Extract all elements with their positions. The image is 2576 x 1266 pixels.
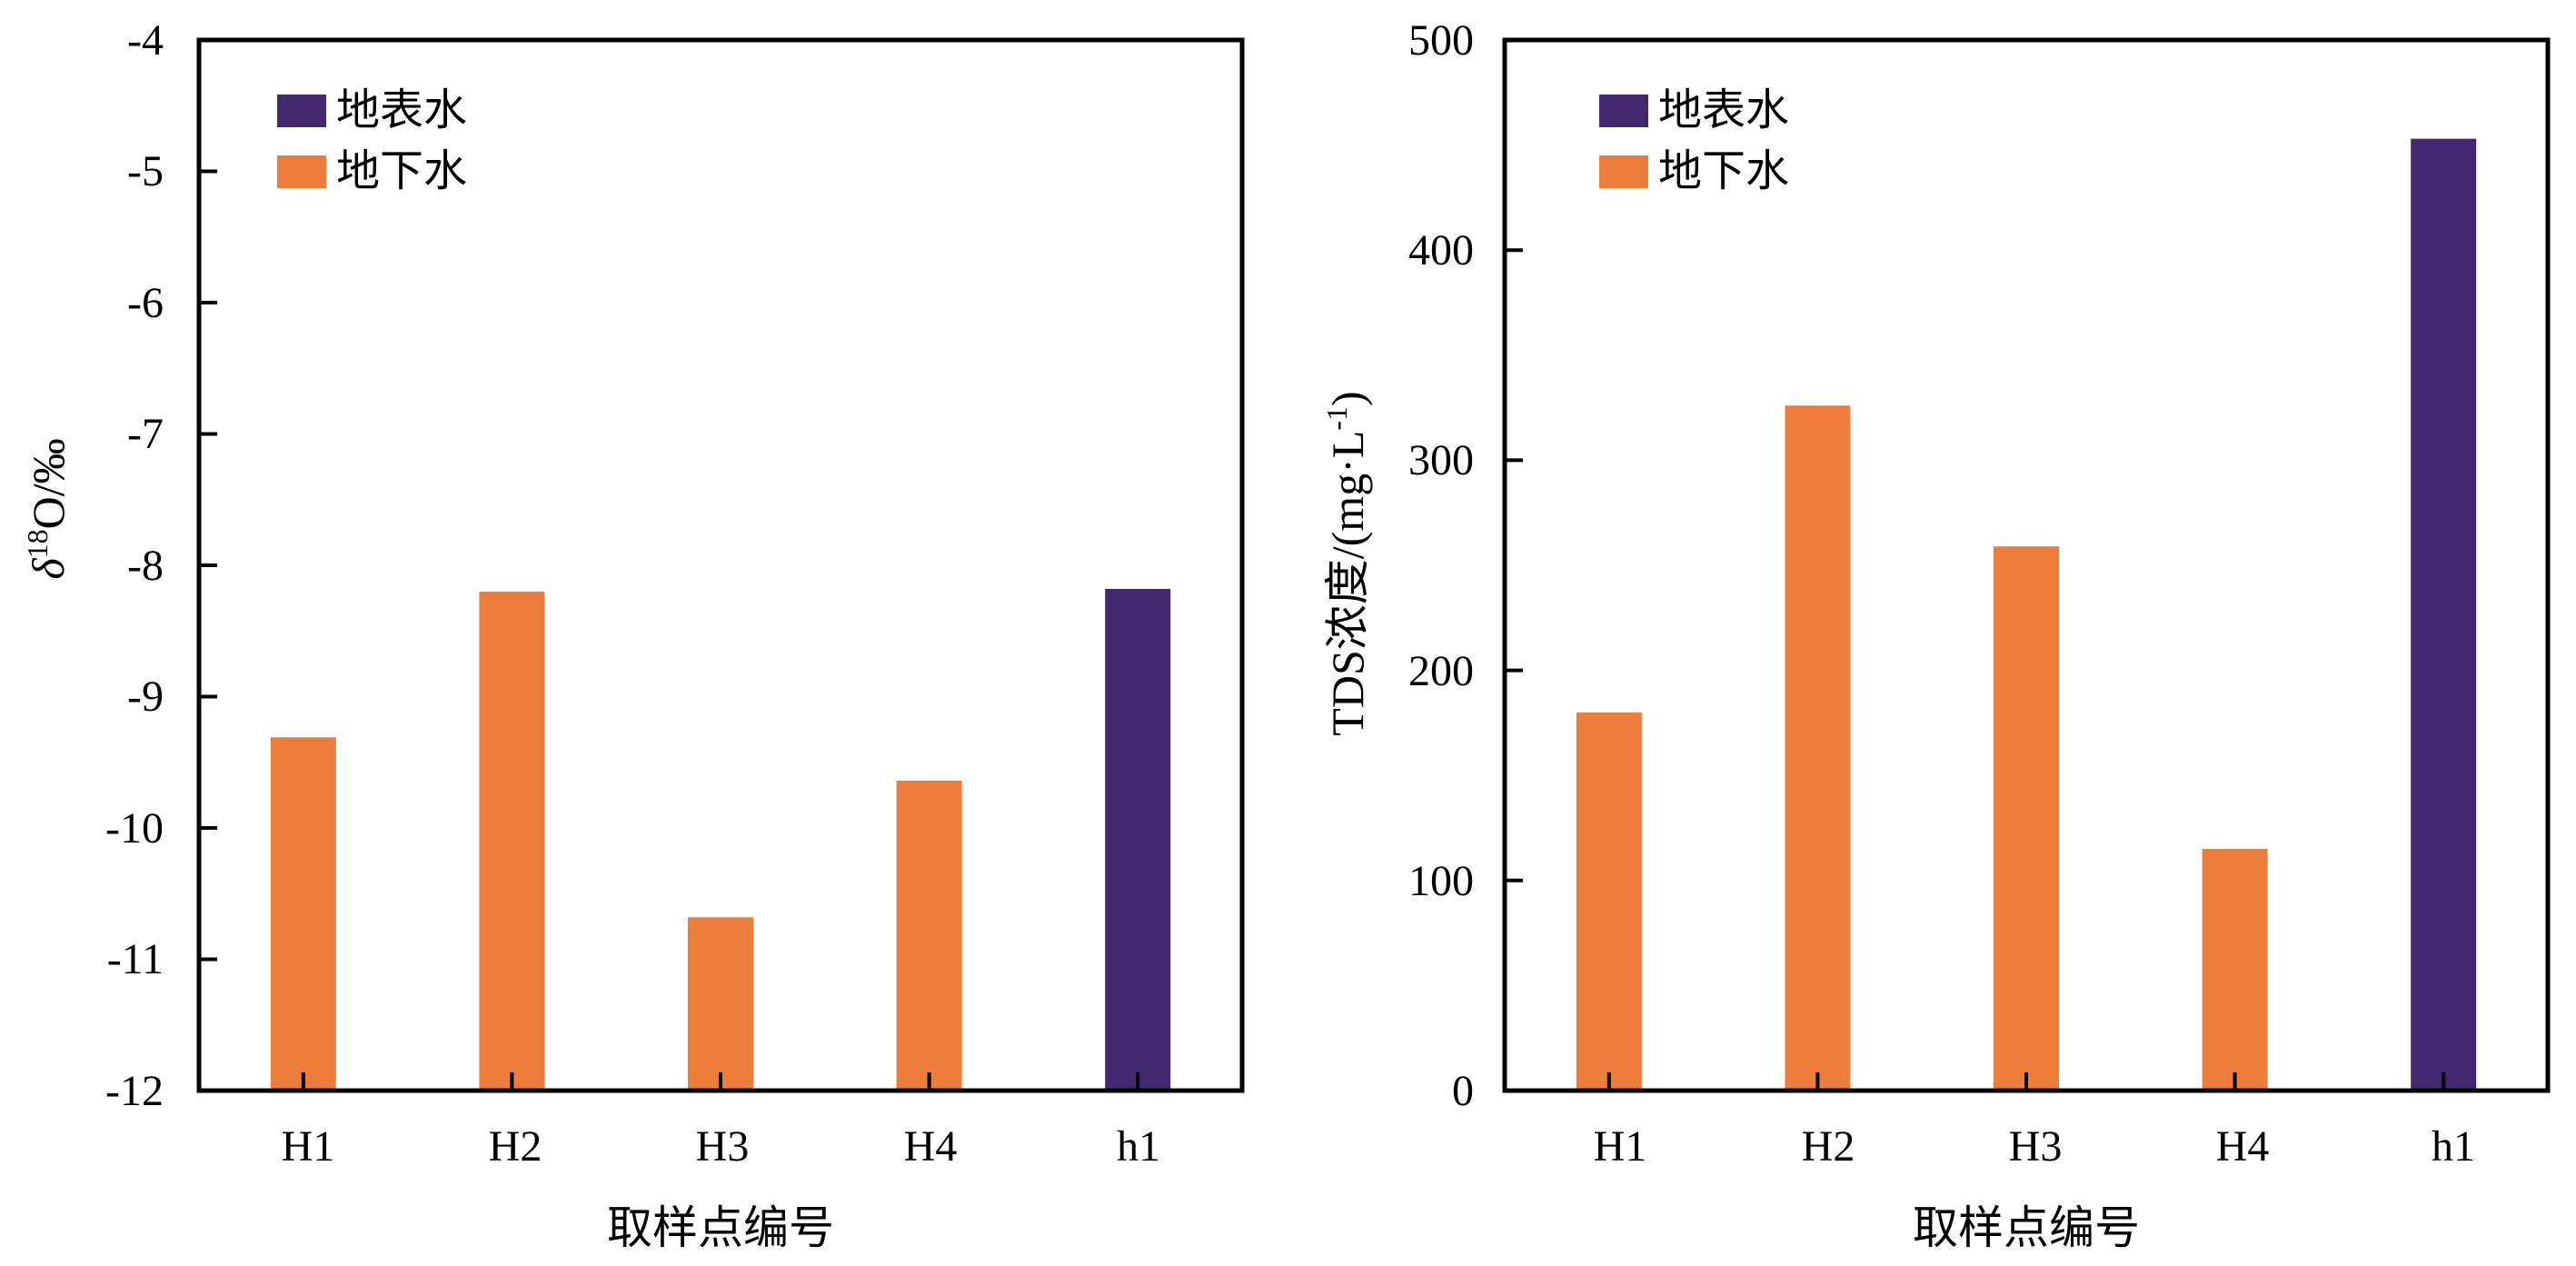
x-tick-label: H2 xyxy=(489,1122,542,1171)
x-tick-label: H3 xyxy=(696,1122,750,1171)
bars-tds xyxy=(1576,138,2477,1092)
legend-label-surface-water: 地表水 xyxy=(336,86,467,135)
y-tick-label: -8 xyxy=(127,542,164,590)
legend-tds: 地表水 地下水 xyxy=(1599,86,1789,195)
bar-H3-groundwater xyxy=(688,917,753,1091)
legend-swatch-surface-water xyxy=(1599,95,1648,127)
y-tick-label: -11 xyxy=(107,935,164,983)
x-tick-label: H4 xyxy=(904,1122,958,1171)
y-tick-label: -9 xyxy=(127,673,164,721)
bars-d18o xyxy=(270,589,1171,1091)
y-axis-title-rest: O/‰ xyxy=(23,438,74,529)
legend-swatch-groundwater xyxy=(1599,155,1648,188)
y-axis-title: TDS浓度/(mg·L-1) xyxy=(1320,391,1373,735)
x-axis-title: 取样点编号 xyxy=(607,1202,834,1253)
x-tick-label: h1 xyxy=(2432,1122,2475,1171)
legend-swatch-groundwater xyxy=(277,155,326,188)
y-tick-label: -5 xyxy=(127,147,164,195)
y-axis-title-superscript: -1 xyxy=(1320,406,1353,431)
x-axis-title: 取样点编号 xyxy=(1913,1202,2140,1253)
y-tick-label: -10 xyxy=(105,804,164,852)
ticks-d18o xyxy=(199,38,1140,1092)
y-tick-label: 0 xyxy=(1452,1067,1474,1115)
bar-h1-surface-water xyxy=(2411,138,2477,1091)
bar-H1-groundwater xyxy=(1576,712,1642,1091)
y-axis-title: δ18O/‰ xyxy=(21,438,74,579)
bar-H1-groundwater xyxy=(270,737,336,1091)
legend-d18o: 地表水 地下水 xyxy=(277,86,467,195)
y-tick-label: -12 xyxy=(105,1067,164,1115)
x-tick-label: H1 xyxy=(282,1122,335,1171)
x-tick-label: H1 xyxy=(1594,1122,1647,1171)
y-tick-label: -7 xyxy=(127,410,164,458)
y-tick-label: -4 xyxy=(127,16,164,65)
bar-H4-groundwater xyxy=(896,780,962,1091)
plot-frame-d18o xyxy=(196,37,1245,1093)
ticks-tds xyxy=(1505,38,2446,1092)
legend-label-groundwater: 地下水 xyxy=(1658,147,1789,195)
x-tick-label: h1 xyxy=(1117,1122,1160,1171)
legend-label-groundwater: 地下水 xyxy=(336,147,467,195)
bar-H2-groundwater xyxy=(1785,405,1851,1092)
y-tick-label: 400 xyxy=(1408,226,1474,274)
chart-tds: 500 400 300 200 100 0 H1 H2 H3 H4 h1 取样点… xyxy=(1320,16,2551,1253)
bar-H3-groundwater xyxy=(1994,546,2059,1091)
y-tick-label: -6 xyxy=(127,279,164,327)
x-tick-label: H3 xyxy=(2009,1122,2063,1171)
y-tick-label: 100 xyxy=(1408,857,1474,905)
y-tick-label: 300 xyxy=(1408,436,1474,484)
x-tick-label: H2 xyxy=(1802,1122,1855,1171)
y-axis-title-superscript: 18 xyxy=(21,529,54,558)
bar-h1-surface-water xyxy=(1105,589,1171,1091)
legend-swatch-surface-water xyxy=(277,95,326,127)
y-axis-title-end: ) xyxy=(1322,391,1373,406)
y-axis-title-delta: δ xyxy=(23,558,74,580)
plot-frame-tds xyxy=(1502,37,2551,1093)
legend-label-surface-water: 地表水 xyxy=(1658,86,1789,135)
bar-H2-groundwater xyxy=(479,591,545,1091)
y-tick-label: 200 xyxy=(1408,647,1474,695)
chart-d18o: -4 -5 -6 -7 -8 -9 -10 -11 -12 H1 H2 H3 H… xyxy=(21,16,1245,1253)
x-tick-label: H4 xyxy=(2216,1122,2270,1171)
y-tick-label: 500 xyxy=(1408,16,1474,65)
y-axis-title-main: TDS浓度/(mg·L xyxy=(1322,431,1373,736)
bar-H4-groundwater xyxy=(2202,849,2268,1091)
